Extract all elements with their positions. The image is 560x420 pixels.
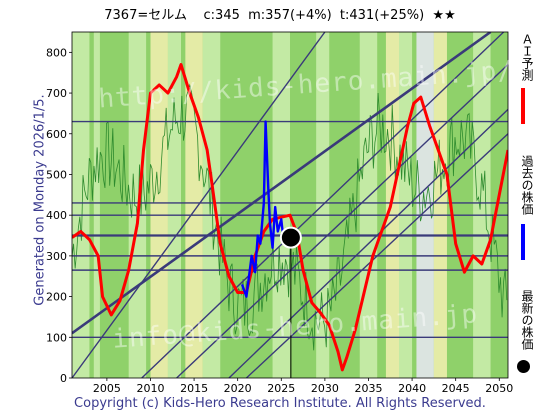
y-tick-label-400: 400 (46, 209, 67, 222)
legend-ai-label: ＡＩ予測 (520, 33, 534, 81)
background-band-10 (385, 32, 399, 378)
background-band-4 (167, 32, 181, 378)
diagonal-line-3 (176, 64, 508, 378)
ai-forecast-line (72, 63, 508, 372)
x-tick-label-2040: 2040 (398, 382, 426, 395)
target-price: t:431(+25%) (339, 8, 425, 23)
x-tick-label-2035: 2035 (354, 382, 382, 395)
background-band-3 (150, 32, 168, 378)
x-tick-label-2020: 2020 (224, 382, 252, 395)
series-lines (72, 63, 508, 372)
stock-name: 7367=セルム (104, 8, 187, 23)
background-band-13 (433, 32, 447, 378)
x-tick-label-2005: 2005 (93, 382, 121, 395)
y-tick-label-100: 100 (46, 331, 67, 344)
background-band-7 (272, 32, 290, 378)
diagonal-lines (72, 32, 508, 378)
past-price-line (240, 120, 292, 298)
copyright-footer: Copyright (c) Kids-Hero Research Institu… (74, 396, 486, 411)
background-band-0 (72, 32, 90, 378)
legend-past-label: 過去の株価 (520, 155, 534, 215)
plot-frame (71, 31, 509, 379)
diagonal-line-1 (72, 32, 492, 335)
generated-date-label: Generated on Monday 2026/1/5. (32, 94, 48, 306)
y-tick-label-300: 300 (46, 250, 67, 263)
y-axis-ticks: 0 100 200 300 400 500 600 700 800 (46, 46, 72, 385)
x-axis-ticks: 2005 2010 2015 2020 2025 2030 2035 2040 2045 2050 (93, 378, 513, 395)
legend-ai-swatch (521, 88, 525, 124)
diagonal-line-0 (72, 32, 326, 378)
diagonal-line-4 (228, 108, 508, 378)
chart-title: 7367=セルム c:345 m:357(+4%) t:431(+25%) ★★ (0, 4, 560, 23)
y-tick-label-0: 0 (60, 372, 67, 385)
rating-stars: ★★ (432, 8, 456, 23)
x-tick-label-2045: 2045 (442, 382, 470, 395)
x-tick-label-2030: 2030 (311, 382, 339, 395)
background-band-2 (128, 32, 147, 378)
y-tick-label-700: 700 (46, 87, 67, 100)
y-tick-label-200: 200 (46, 291, 67, 304)
background-band-14 (473, 32, 491, 378)
background-band-6 (202, 32, 221, 378)
latest-price-marker (279, 226, 302, 249)
x-tick-label-2010: 2010 (136, 382, 164, 395)
legend-past-swatch (521, 224, 525, 260)
diagonal-line-5 (245, 133, 508, 378)
background-band-1 (93, 32, 100, 378)
y-tick-label-600: 600 (46, 128, 67, 141)
x-tick-label-2015: 2015 (180, 382, 208, 395)
legend-latest-swatch (517, 360, 530, 373)
mid-price: m:357(+4%) (248, 8, 332, 23)
diagonal-line-2 (141, 32, 505, 378)
x-tick-label-2050: 2050 (485, 382, 513, 395)
current-price: c:345 (203, 8, 240, 23)
y-tick-label-500: 500 (46, 168, 67, 181)
legend-latest-label: 最新の株価 (520, 290, 534, 350)
x-tick-label-2025: 2025 (267, 382, 295, 395)
latest-marker (279, 226, 302, 378)
y-tick-label-800: 800 (46, 46, 67, 59)
